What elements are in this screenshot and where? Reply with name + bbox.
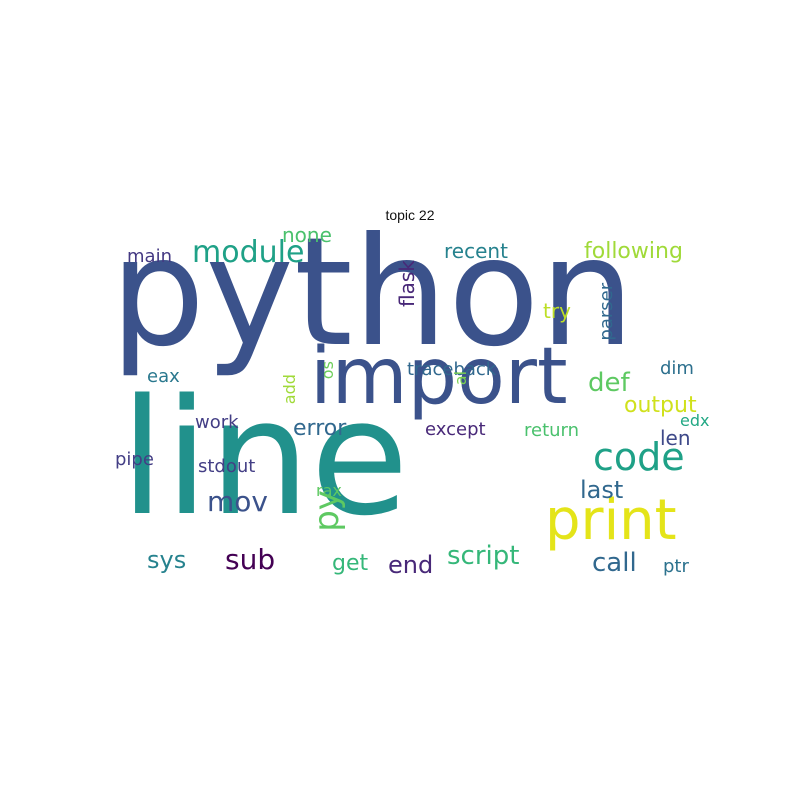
word-def: def	[588, 368, 630, 398]
word-work: work	[195, 412, 239, 433]
word-following: following	[584, 239, 683, 264]
word-add: add	[280, 374, 299, 405]
word-none: none	[282, 228, 332, 247]
word-len: len	[660, 426, 691, 450]
word-try: try	[543, 299, 571, 323]
word-eax: eax	[147, 366, 180, 387]
word-os: os	[318, 361, 337, 380]
word-line: line	[120, 364, 409, 551]
word-last: last	[580, 476, 624, 504]
word-except: except	[425, 419, 486, 440]
word-recent: recent	[444, 239, 508, 263]
word-pipe: pipe	[115, 449, 154, 470]
word-code: code	[593, 435, 685, 479]
word-module: module	[192, 235, 305, 270]
word-al: al	[451, 370, 470, 386]
word-sub: sub	[225, 543, 276, 576]
word-return: return	[524, 420, 580, 441]
word-dim: dim	[660, 358, 694, 379]
word-print: print	[545, 488, 677, 553]
word-mov: mov	[207, 485, 268, 518]
word-error: error	[293, 416, 347, 441]
word-parser: parser	[596, 282, 617, 341]
word-output: output	[624, 393, 697, 418]
word-sys: sys	[147, 546, 187, 574]
word-import: import	[310, 332, 568, 422]
word-main: main	[127, 246, 172, 267]
word-cloud: python line import print code module py mov sub d…	[110, 228, 720, 583]
word-edx: edx	[680, 411, 710, 430]
word-get: get	[332, 551, 369, 576]
word-end: end	[388, 551, 434, 579]
word-stdout: stdout	[198, 456, 256, 477]
word-traceback: traceback	[407, 359, 497, 380]
chart-title: topic 22	[385, 207, 435, 223]
word-python: python	[110, 228, 635, 380]
word-ptr: ptr	[663, 556, 689, 577]
word-flask: flask	[395, 260, 419, 307]
word-call: call	[592, 548, 637, 578]
word-rax: rax	[316, 481, 342, 500]
word-script: script	[447, 541, 520, 571]
